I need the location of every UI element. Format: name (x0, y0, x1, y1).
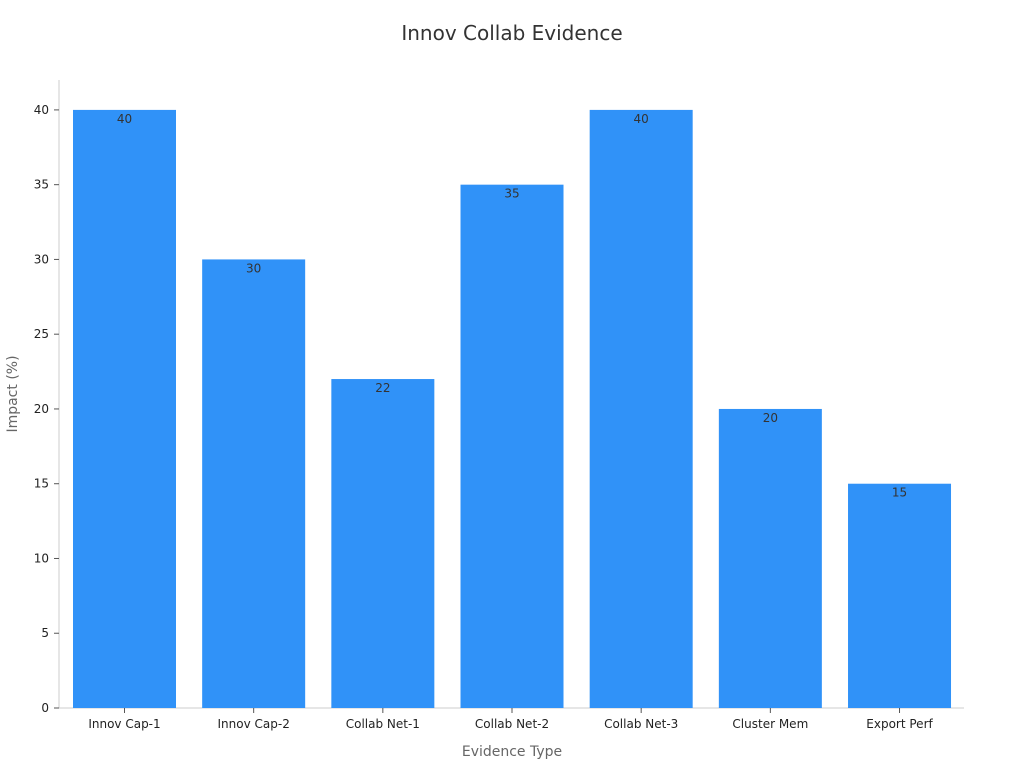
x-tick-label: Innov Cap-1 (88, 717, 160, 731)
y-tick-label: 20 (34, 402, 49, 416)
y-tick-label: 5 (41, 626, 49, 640)
y-tick-label: 15 (34, 477, 49, 491)
x-tick-label: Innov Cap-2 (218, 717, 290, 731)
y-tick-label: 30 (34, 252, 49, 266)
chart-title: Innov Collab Evidence (401, 21, 622, 45)
y-tick-label: 40 (34, 103, 49, 117)
bars (73, 109, 952, 708)
data-label: 22 (375, 381, 390, 395)
data-label: 30 (246, 261, 261, 275)
y-tick-label: 0 (41, 701, 49, 715)
data-label: 20 (763, 411, 778, 425)
data-label: 40 (117, 112, 132, 126)
x-axis: Innov Cap-1 Innov Cap-2 Collab Net-1 Collab… (59, 707, 964, 731)
y-axis: 0 5 10 15 20 25 30 35 40 (34, 80, 60, 715)
bar (331, 379, 435, 708)
x-tick-label: Export Perf (866, 717, 933, 731)
x-axis-title: Evidence Type (462, 744, 562, 760)
y-tick-label: 10 (34, 551, 49, 565)
y-tick-label: 25 (34, 327, 49, 341)
bar (589, 109, 693, 708)
y-axis-title: Impact (%) (5, 355, 21, 432)
x-tick-label: Collab Net-2 (475, 717, 549, 731)
data-labels: 40 30 22 35 40 20 15 (117, 112, 907, 500)
data-label: 15 (892, 486, 907, 500)
bar (848, 483, 952, 708)
bar (718, 408, 822, 708)
x-tick-label: Collab Net-1 (346, 717, 420, 731)
bar (460, 184, 564, 708)
x-tick-label: Cluster Mem (732, 717, 808, 731)
y-tick-label: 35 (34, 178, 49, 192)
bar (73, 109, 176, 708)
data-label: 40 (634, 112, 649, 126)
bar (202, 259, 306, 708)
x-tick-label: Collab Net-3 (604, 717, 678, 731)
data-label: 35 (504, 187, 519, 201)
